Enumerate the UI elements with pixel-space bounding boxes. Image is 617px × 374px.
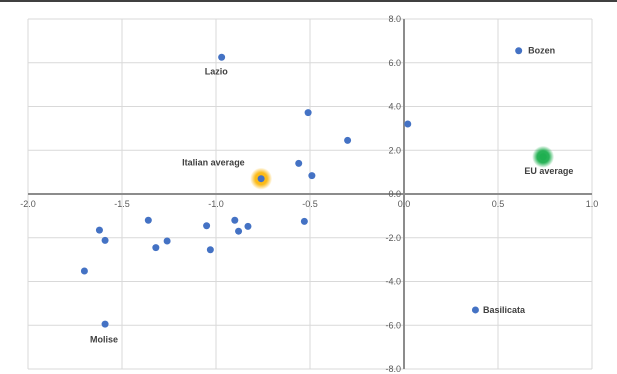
x-tick-label: 0.0 <box>398 199 411 209</box>
y-tick-label: -8.0 <box>385 364 401 374</box>
y-tick-label: -6.0 <box>385 320 401 330</box>
data-point <box>95 226 103 234</box>
data-point <box>231 216 239 224</box>
point-annotation: Italian average <box>182 157 245 167</box>
y-tick-label: 2.0 <box>388 145 401 155</box>
data-point <box>101 320 109 328</box>
point-annotation: Lazio <box>205 67 229 77</box>
axes <box>28 19 592 369</box>
data-point <box>101 236 109 244</box>
data-point <box>203 222 211 230</box>
data-point <box>304 109 312 117</box>
point-annotation: EU average <box>524 166 573 176</box>
highlight-markers <box>250 145 555 190</box>
data-point <box>206 246 214 254</box>
data-point <box>218 53 226 61</box>
data-point <box>295 159 303 167</box>
point-annotation: Bozen <box>528 46 555 56</box>
data-point <box>144 216 152 224</box>
data-points <box>80 47 523 328</box>
data-point <box>471 306 479 314</box>
y-tick-label: 4.0 <box>388 102 401 112</box>
data-point <box>80 267 88 275</box>
tick-labels: -2.0 -1.5 -1.0 -0.5 0.0 0.5 1.0 -8.0 -6.0 -4.0 -2.… <box>20 14 598 374</box>
data-point <box>300 217 308 225</box>
data-point <box>404 120 412 128</box>
y-tick-label: 0.0 <box>388 189 401 199</box>
x-tick-label: -2.0 <box>20 199 36 209</box>
x-tick-label: 0.5 <box>492 199 505 209</box>
data-point <box>244 222 252 230</box>
data-point <box>344 136 352 144</box>
point-annotation: Basilicata <box>483 305 526 315</box>
point-annotation: Molise <box>90 334 118 344</box>
highlight-point <box>257 175 265 183</box>
x-tick-label: -1.0 <box>208 199 224 209</box>
point-annotations: Lazio Bozen Italian average EU average Basil… <box>90 46 573 345</box>
x-tick-label: 1.0 <box>586 199 599 209</box>
y-tick-label: 6.0 <box>388 58 401 68</box>
data-point <box>308 172 316 180</box>
y-tick-label: -2.0 <box>385 233 401 243</box>
y-tick-label: 8.0 <box>388 14 401 24</box>
y-tick-label: -4.0 <box>385 277 401 287</box>
x-tick-label: -0.5 <box>302 199 318 209</box>
data-point <box>235 227 243 235</box>
data-point <box>515 47 523 55</box>
data-point <box>163 237 171 245</box>
data-point <box>152 244 160 252</box>
x-tick-label: -1.5 <box>114 199 130 209</box>
highlight-point <box>539 153 547 161</box>
